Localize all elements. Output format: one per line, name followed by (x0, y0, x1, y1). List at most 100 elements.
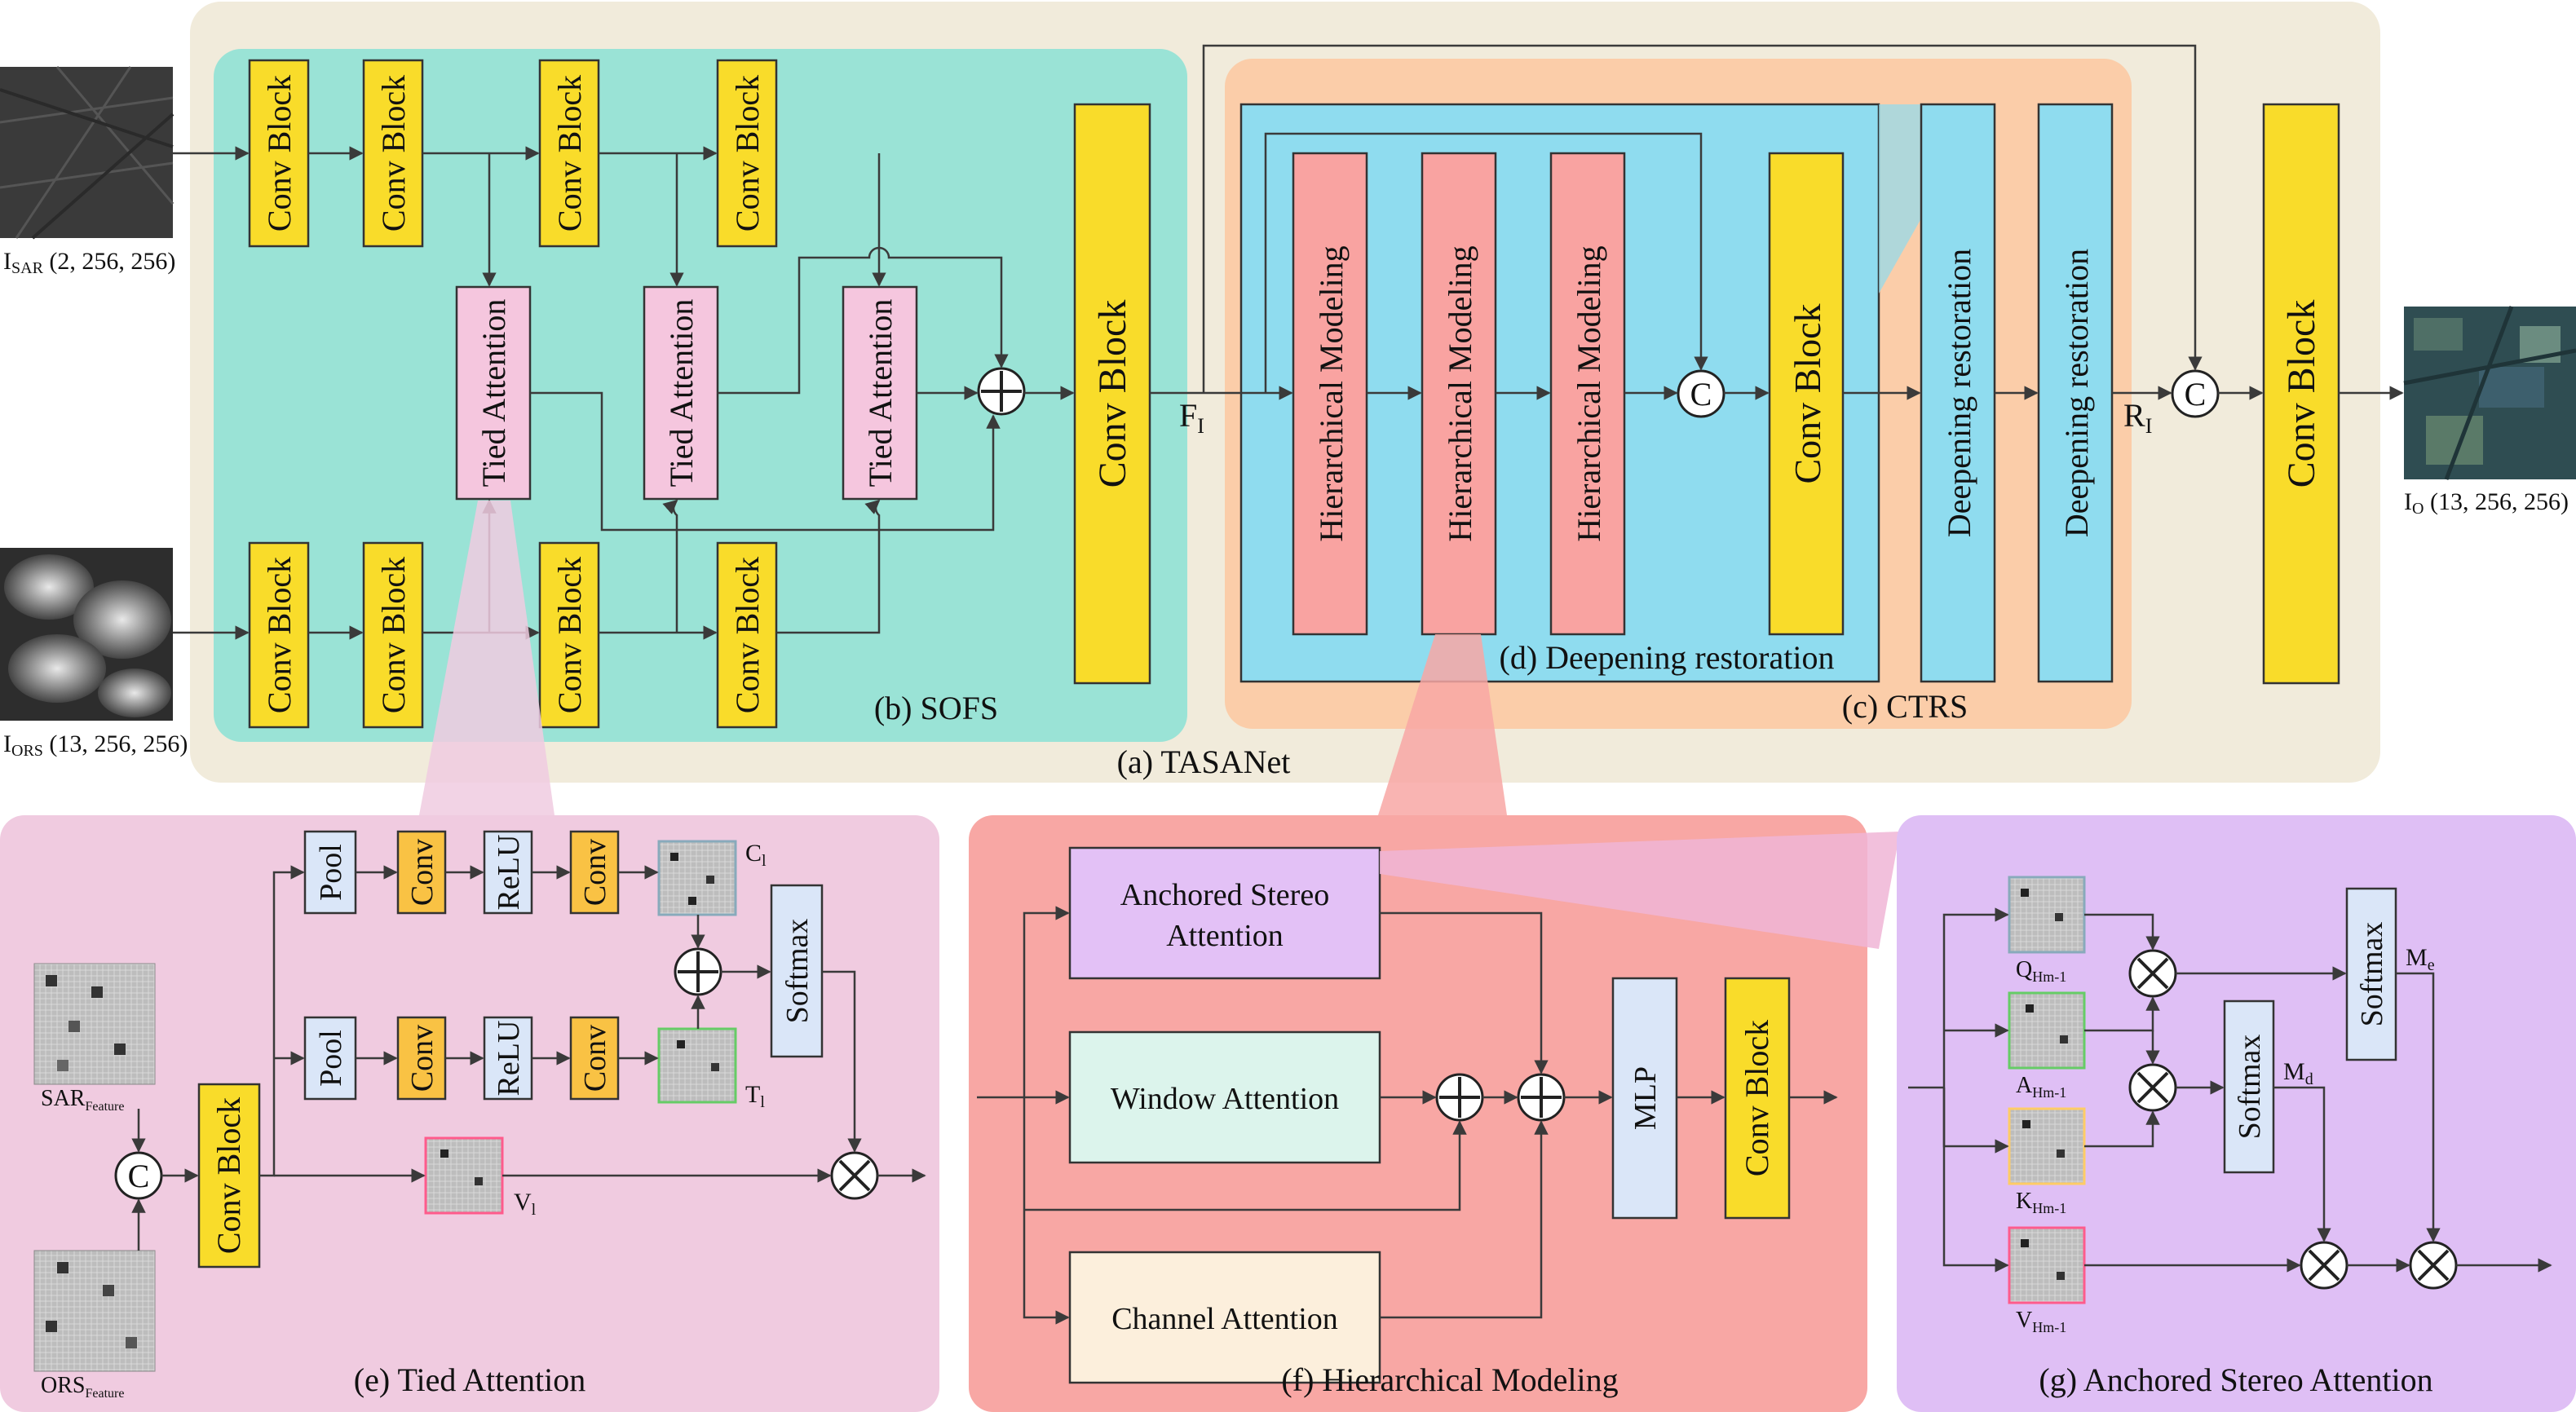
conv-bottom-2: Conv (569, 1016, 620, 1101)
svg-text:Conv: Conv (578, 1025, 612, 1092)
tied-softmax: Softmax (770, 884, 824, 1058)
me-label: Me (2406, 944, 2435, 974)
caption-sofs: (b) SOFS (874, 690, 998, 726)
sar-feature-label: SARFeature (41, 1086, 124, 1114)
pool-top: Pool (303, 830, 357, 915)
zoom-wedge-deepening (1879, 104, 1921, 293)
ors-input-label: IORS (13, 256, 256) (3, 730, 188, 760)
sar-input-image (0, 66, 175, 240)
tied-panel-connections (131, 865, 926, 1251)
svg-text:Conv Block: Conv Block (729, 75, 766, 232)
sofs-output-conv: Conv Block (1073, 103, 1151, 685)
md-label: Md (2283, 1058, 2313, 1088)
conv-bottom-1: Conv (396, 1016, 447, 1101)
conv-top-1: Conv (396, 830, 447, 915)
tl-map (657, 1027, 737, 1104)
svg-text:Softmax: Softmax (780, 919, 815, 1024)
asa-softmax-e: Softmax (2345, 887, 2397, 1061)
ors-feature-map (33, 1250, 156, 1372)
ctrs-connections (1150, 44, 2404, 400)
q-map (2008, 876, 2086, 954)
caption-deepening: (d) Deepening restoration (1500, 639, 1835, 676)
conv-top-2: Conv (569, 830, 620, 915)
zoom-wedge-tied (419, 501, 555, 815)
hier-conv-block: Conv Block (1724, 977, 1791, 1220)
caption-anchored-stereo-attention: (g) Anchored Stereo Attention (2039, 1361, 2432, 1398)
vl-label: Vl (514, 1189, 537, 1219)
svg-text:ReLU: ReLU (492, 835, 526, 911)
hier-sum-node-1 (1435, 1073, 1484, 1122)
asa-multiply-2 (2128, 1063, 2177, 1112)
sofs-bottom-conv-2: Conv Block (362, 541, 424, 729)
deepening-restoration-2: Deepening restoration (2037, 103, 2114, 683)
pool-bottom: Pool (303, 1016, 357, 1101)
svg-text:Conv Block: Conv Block (261, 557, 298, 713)
sofs-connections (173, 146, 1075, 640)
svg-text:Window Attention: Window Attention (1111, 1082, 1339, 1116)
final-concat-node: C (2171, 369, 2220, 418)
svg-text:Pool: Pool (314, 1030, 348, 1087)
hier-mlp: MLP (1611, 977, 1678, 1220)
cl-label: Cl (745, 840, 767, 870)
caption-tasanet: (a) TASANet (1117, 744, 1291, 780)
svg-text:Tied Attention: Tied Attention (663, 299, 700, 488)
svg-text:Hierarchical Modeling: Hierarchical Modeling (1313, 245, 1350, 541)
sofs-bottom-conv-1: Conv Block (248, 541, 310, 729)
channel-attention-block: Channel Attention (1068, 1251, 1381, 1384)
svg-text:Softmax: Softmax (2355, 922, 2389, 1027)
vl-map (424, 1136, 504, 1215)
ri-label: RI (2123, 397, 2152, 438)
svg-text:Softmax: Softmax (2233, 1035, 2267, 1140)
svg-text:Attention: Attention (1166, 919, 1284, 953)
relu-bottom: ReLU (483, 1016, 533, 1101)
sofs-top-conv-2: Conv Block (362, 59, 424, 248)
deepening-conv-block: Conv Block (1768, 152, 1845, 636)
svg-text:Conv Block: Conv Block (551, 75, 588, 232)
tied-multiply-node (830, 1151, 879, 1200)
asa-panel-connections (1908, 907, 2552, 1273)
k-map (2008, 1107, 2086, 1185)
sofs-sum-node (977, 367, 1026, 416)
v-map (2008, 1226, 2086, 1304)
asa-multiply-1 (2128, 949, 2177, 998)
svg-text:Hierarchical Modeling: Hierarchical Modeling (1571, 245, 1607, 541)
tied-sum-node (674, 947, 722, 996)
svg-text:Conv: Conv (405, 1025, 440, 1092)
svg-text:Hierarchical Modeling: Hierarchical Modeling (1442, 245, 1478, 541)
a-label: AHm-1 (2016, 1073, 2066, 1101)
svg-text:Conv Block: Conv Block (375, 75, 412, 232)
svg-text:C: C (2185, 376, 2207, 413)
svg-text:Deepening restoration: Deepening restoration (2058, 249, 2095, 537)
svg-text:Conv: Conv (578, 839, 612, 906)
q-label: QHm-1 (2016, 957, 2066, 985)
zoom-wedge-hier (1378, 634, 1507, 815)
a-map (2008, 991, 2086, 1070)
caption-tied-attention: (e) Tied Attention (354, 1361, 585, 1398)
svg-text:Channel Attention: Channel Attention (1111, 1302, 1338, 1336)
svg-text:Conv Block: Conv Block (210, 1097, 247, 1254)
output-image (2403, 306, 2576, 480)
svg-text:Conv Block: Conv Block (375, 557, 412, 713)
sofs-bottom-conv-3: Conv Block (538, 541, 600, 729)
hier-sum-node-2 (1517, 1073, 1566, 1122)
svg-text:Conv Block: Conv Block (551, 557, 588, 713)
svg-text:C: C (128, 1158, 150, 1194)
svg-text:Deepening restoration: Deepening restoration (1941, 249, 1977, 537)
hier-panel-connections (977, 906, 1838, 1325)
fi-label: FI (1179, 397, 1204, 438)
sar-feature-map (33, 963, 156, 1085)
asa-softmax-d: Softmax (2223, 999, 2275, 1174)
tied-attention-3: Tied Attention (842, 285, 918, 501)
svg-text:Conv: Conv (405, 839, 440, 906)
sofs-top-conv-1: Conv Block (248, 59, 310, 248)
sofs-bottom-conv-4: Conv Block (716, 541, 778, 729)
tied-attention-1: Tied Attention (455, 285, 532, 501)
hierarchical-modeling-3: Hierarchical Modeling (1549, 152, 1626, 636)
svg-text:ReLU: ReLU (492, 1021, 526, 1097)
relu-top: ReLU (483, 830, 533, 915)
svg-text:Tied Attention: Tied Attention (475, 299, 512, 488)
svg-text:Conv Block: Conv Block (729, 557, 766, 713)
svg-text:C: C (1690, 376, 1712, 413)
k-label: KHm-1 (2016, 1189, 2066, 1216)
